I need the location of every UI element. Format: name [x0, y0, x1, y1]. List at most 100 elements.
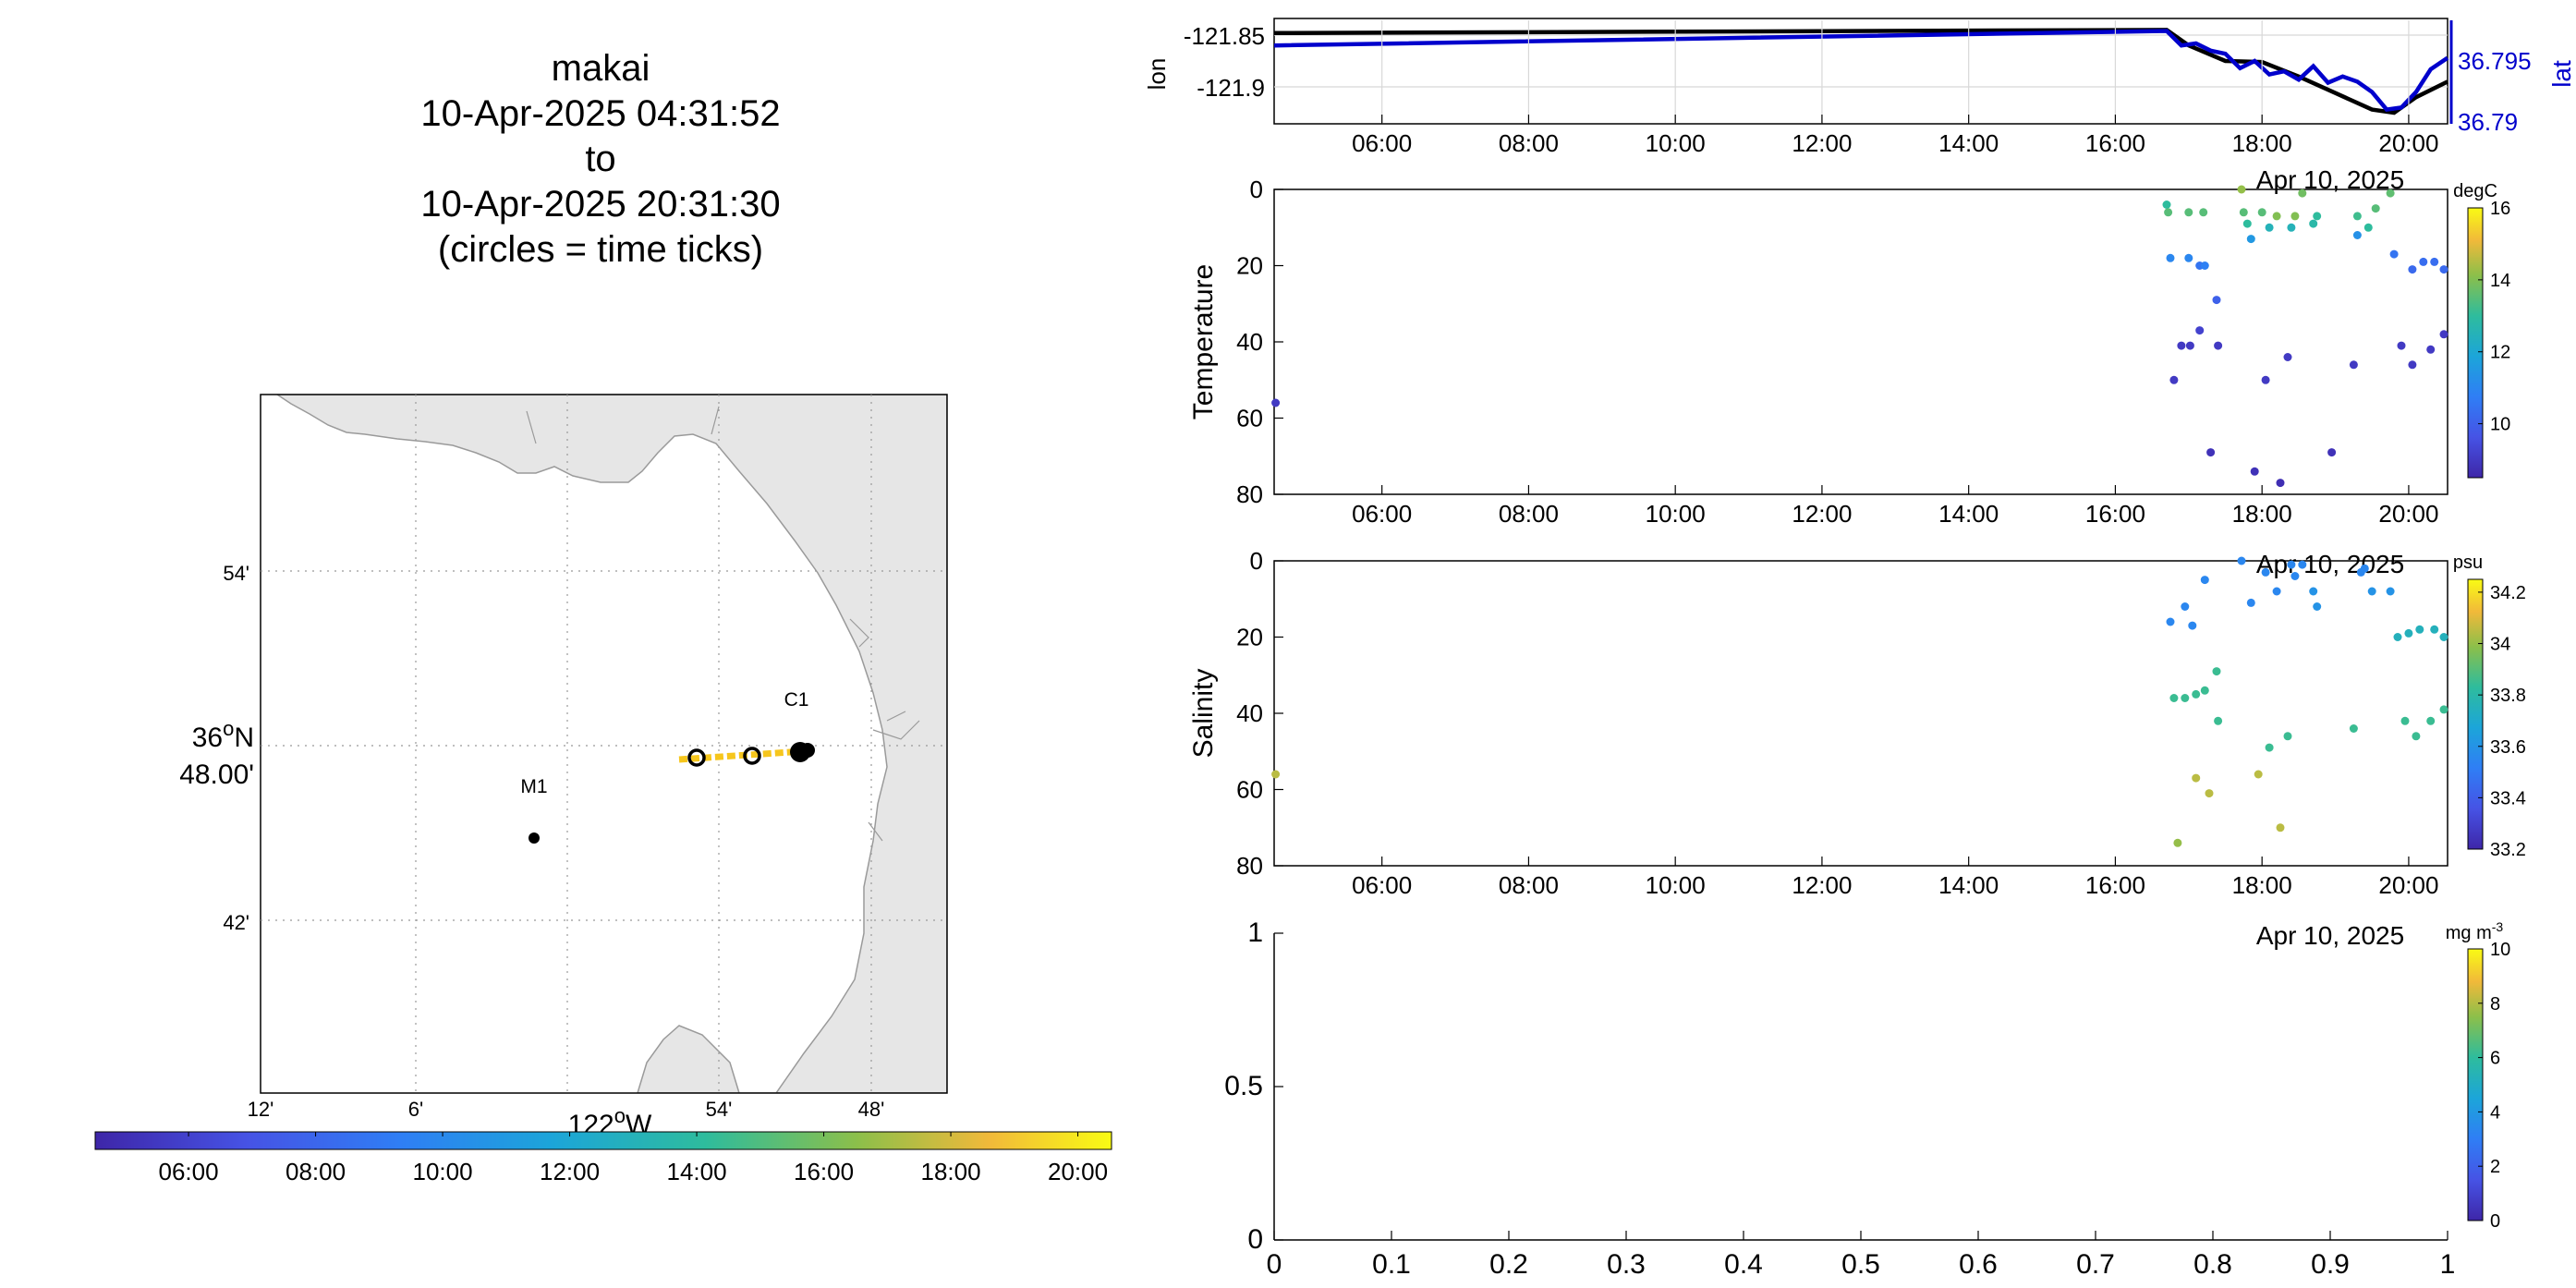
map-frame: [260, 394, 948, 1094]
map-lon-label-6: 6': [408, 1098, 423, 1121]
lonlat-series: [1273, 28, 2449, 115]
salinity-colorbar-ticks: 34.2 34 33.8 33.6 33.4 33.2: [2478, 583, 2526, 860]
x-tick-label: 16:00: [2085, 500, 2145, 528]
x-tick-label: 08:00: [1499, 871, 1559, 899]
x-tick-label: 0: [1267, 1249, 1282, 1280]
data-point: [2205, 789, 2214, 798]
x-tick-label: 12:00: [1792, 129, 1852, 157]
y-tick-label: 0: [1250, 176, 1263, 203]
vehicle-track: [678, 747, 805, 763]
y-tick-label: 80: [1236, 480, 1263, 508]
x-tick-label: 18:00: [2232, 871, 2292, 899]
y-tick-label: 60: [1236, 405, 1263, 432]
colorbar-tick-label: 34: [2490, 635, 2510, 655]
x-tick-label: 14:00: [1938, 871, 1999, 899]
x-tick-label: 0.6: [1959, 1249, 1998, 1280]
x-tick-label: 12:00: [1792, 871, 1852, 899]
data-point: [2363, 223, 2373, 232]
station-c1-label: C1: [784, 689, 809, 711]
data-point: [2169, 694, 2179, 702]
temperature-colorbar-ticks: 16 14 12 10: [2478, 199, 2510, 435]
data-point: [2192, 773, 2201, 783]
data-point: [2290, 572, 2300, 580]
x-tick-label: 20:00: [2378, 500, 2438, 528]
data-point: [2367, 587, 2376, 596]
data-point: [2400, 716, 2410, 725]
temperature-frame: [1273, 188, 2448, 495]
colorbar-tick-label: 6: [2490, 1049, 2500, 1069]
data-point: [2188, 621, 2197, 630]
data-point: [2397, 341, 2406, 350]
lonlat-x-ticks: 06:00 08:00 10:00 12:00 14:00 16:00 18:00 20:00: [1352, 20, 2438, 157]
data-point: [2430, 257, 2439, 266]
x-tick-label: 18:00: [2232, 129, 2292, 157]
data-point: [2419, 257, 2428, 266]
data-point: [2200, 686, 2209, 695]
x-tick-label: 10:00: [1646, 500, 1706, 528]
lon-lat-panel: 06:00 08:00 10:00 12:00 14:00 16:00 18:00 20:00…: [1143, 18, 2576, 194]
data-point: [2242, 219, 2252, 228]
data-point: [2408, 265, 2417, 274]
x-tick-label: 0.5: [1841, 1249, 1880, 1280]
data-point: [2246, 235, 2255, 244]
figure-title: makai 10-Apr-2025 04:31:52 to 10-Apr-202…: [277, 46, 924, 273]
x-tick-label: 20:00: [2378, 129, 2438, 157]
x-tick-label: 0.9: [2311, 1249, 2350, 1280]
data-point: [2287, 223, 2296, 232]
data-point: [2426, 716, 2436, 725]
data-point: [2272, 587, 2281, 596]
x-tick-label: 0.3: [1607, 1249, 1646, 1280]
data-point: [2195, 326, 2205, 335]
x-tick-label: 08:00: [1499, 500, 1559, 528]
x-tick-label: 10:00: [1646, 129, 1706, 157]
data-point: [2327, 448, 2337, 457]
data-point: [2272, 212, 2281, 221]
map-lat-center-minutes: 48.00': [179, 759, 254, 790]
data-point: [2214, 341, 2223, 350]
data-point: [2164, 208, 2173, 217]
data-point: [1271, 398, 1281, 407]
data-point: [2166, 617, 2175, 626]
data-point: [2408, 360, 2417, 370]
data-point: [2313, 602, 2322, 611]
salinity-axis-label: Salinity: [1188, 669, 1219, 759]
temperature-points: [1271, 185, 2448, 488]
data-point: [2206, 448, 2216, 457]
title-line-5: (circles = time ticks): [437, 229, 764, 270]
temperature-colorbar: [2467, 207, 2484, 479]
x-tick-label: 0.4: [1724, 1249, 1763, 1280]
title-line-4: 10-Apr-2025 20:31:30: [420, 184, 781, 225]
colorbar-tick-label: 2: [2490, 1157, 2500, 1177]
data-point: [2276, 823, 2285, 832]
data-point: [2177, 341, 2186, 350]
x-tick-label: 06:00: [1352, 871, 1412, 899]
map-lon-label-54: 54': [706, 1098, 733, 1121]
lat-tick-1: 36.795: [2458, 47, 2532, 75]
title-line-1: makai: [551, 48, 650, 89]
map-panel: 54' 42' 36oN 48.00' 12' 6' 54' 48' 122oW…: [94, 394, 1112, 1185]
salinity-colorbar-label: psu: [2453, 553, 2483, 573]
x-tick-label: 10:00: [1646, 871, 1706, 899]
data-point: [2386, 188, 2395, 198]
colorbar-tick-label: 16: [2490, 199, 2510, 219]
y-tick-label: 1: [1247, 917, 1263, 948]
empty-x-ticks: 0 0.1 0.2 0.3 0.4 0.5 0.6 0.7 0.8 0.9 1: [1267, 1231, 2455, 1280]
data-point: [2237, 556, 2246, 565]
data-point: [2430, 625, 2439, 634]
data-point: [2212, 296, 2221, 305]
colorbar-tick-label: 33.4: [2490, 788, 2526, 808]
time-colorbar-tick-label: 08:00: [286, 1158, 346, 1185]
land-coastline: [275, 395, 947, 1093]
lat-line: [1273, 29, 2449, 112]
y-tick-label: 20: [1236, 252, 1263, 280]
time-colorbar-tick-label: 14:00: [667, 1158, 727, 1185]
x-tick-label: 0.8: [2193, 1249, 2232, 1280]
x-tick-label: 14:00: [1938, 500, 1999, 528]
lonlat-frame: [1273, 18, 2448, 125]
chlorophyll-colorbar-label: mg m-3: [2446, 919, 2504, 943]
x-tick-label: 16:00: [2085, 871, 2145, 899]
salinity-date-label: Apr 10, 2025: [2256, 921, 2404, 950]
map-lat-center-label: 36oN: [192, 717, 254, 753]
x-tick-label: 20:00: [2378, 871, 2438, 899]
y-tick-label: 40: [1236, 328, 1263, 356]
